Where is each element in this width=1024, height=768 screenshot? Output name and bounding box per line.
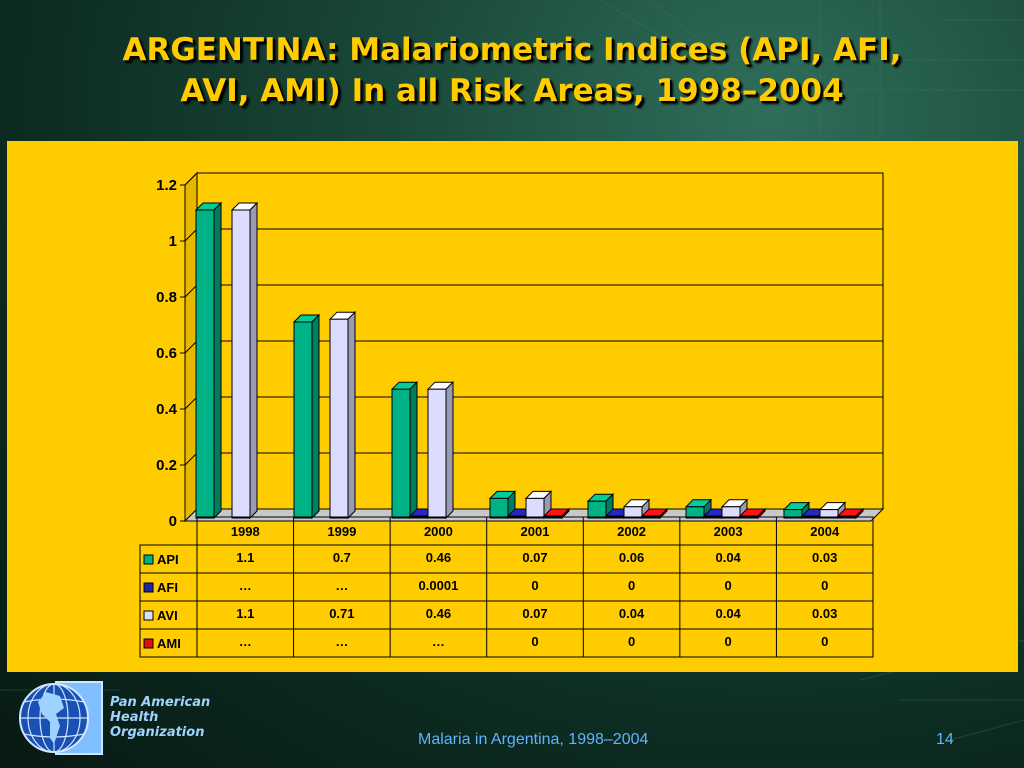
table-cell: …: [335, 634, 348, 649]
legend-label-api: API: [157, 552, 179, 567]
bar-front: [685, 506, 705, 519]
table-cell: 0: [628, 634, 635, 649]
gridline-side: [184, 452, 198, 466]
table-cell: 0.71: [329, 606, 354, 621]
bar-front: [489, 497, 509, 519]
page-number: 14: [936, 731, 954, 748]
table-cell: 0.07: [522, 606, 547, 621]
table-cell: …: [335, 578, 348, 593]
bar-front: [587, 500, 607, 519]
bar-front: [783, 509, 803, 519]
bar-front: [525, 497, 545, 519]
legend-label-afi: AFI: [157, 580, 178, 595]
footer-caption: Malaria in Argentina, 1998–2004: [418, 731, 649, 748]
table-cell: …: [239, 634, 252, 649]
legend-swatch-ami: [143, 638, 154, 649]
bar-api-1999: [292, 313, 321, 520]
organization-name: Pan American Health Organization: [110, 695, 210, 740]
x-category-label: 1999: [327, 524, 356, 539]
table-cell: 0.7: [333, 550, 351, 565]
legend-swatch-api: [143, 554, 154, 565]
table-cell: 0: [821, 634, 828, 649]
table-cell: 0.0001: [419, 578, 459, 593]
slide-title: ARGENTINA: Malariometric Indices (API, A…: [0, 30, 1024, 112]
gridline-side: [184, 396, 198, 410]
gridline-side: [184, 340, 198, 354]
x-category-label: 2004: [810, 524, 840, 539]
bar-front: [427, 388, 447, 519]
x-category-label: 2001: [521, 524, 550, 539]
legend-label-ami: AMI: [157, 636, 181, 651]
title-line-1: ARGENTINA: Malariometric Indices (API, A…: [122, 32, 902, 68]
table-cell: 1.1: [236, 550, 254, 565]
chart-panel: 0 0.2 0.4 0.6 0.8 1 1.2 1998 1999 2000 2001 2002 200…: [7, 141, 1018, 672]
bar-front: [721, 506, 741, 519]
table-cell: 0.06: [619, 550, 644, 565]
bar-side: [311, 313, 320, 520]
x-category-label: 2000: [424, 524, 453, 539]
x-category-label: 2003: [714, 524, 743, 539]
title-line-2: AVI, AMI) In all Risk Areas, 1998–2004: [180, 73, 844, 109]
org-line-2: Health: [110, 710, 159, 725]
bar-avi-2002: [622, 498, 651, 520]
y-tick-label: 0.4: [156, 401, 178, 418]
legend-swatch-avi: [143, 610, 154, 621]
bar-front: [231, 209, 251, 519]
y-tick-label: 0.8: [156, 289, 177, 306]
bar-api-2003: [684, 498, 713, 520]
bar-api-2000: [390, 380, 419, 520]
bar-avi-1999: [328, 310, 357, 520]
y-tick-label: 0: [169, 513, 177, 530]
gridline-side: [184, 284, 198, 298]
table-cell: 1.1: [236, 606, 254, 621]
bar-front: [819, 509, 839, 519]
org-line-1: Pan American: [110, 695, 211, 710]
bar-side: [249, 201, 258, 520]
table-cell: 0.04: [619, 606, 645, 621]
table-cell: 0: [628, 578, 635, 593]
y-tick-label: 1: [169, 233, 177, 250]
table-cell: 0: [531, 578, 538, 593]
table-cell: 0.03: [812, 550, 837, 565]
table-cell: 0.04: [715, 606, 741, 621]
legend-swatch-afi: [143, 582, 154, 593]
table-cell: 0.46: [426, 606, 451, 621]
table-cell: …: [239, 578, 252, 593]
bar-front: [195, 209, 215, 519]
table-cell: …: [432, 634, 445, 649]
y-tick-label: 1.2: [156, 177, 177, 194]
bar-avi-2001: [524, 490, 553, 520]
y-tick-label: 0.2: [156, 457, 177, 474]
bar-side: [213, 201, 222, 520]
bar-api-1998: [194, 201, 223, 520]
bar-avi-2003: [720, 498, 749, 520]
x-category-label: 2002: [617, 524, 646, 539]
gridline-side: [184, 172, 198, 186]
x-category-label: 1998: [231, 524, 260, 539]
table-cell: 0.07: [522, 550, 547, 565]
table-cell: 0.46: [426, 550, 451, 565]
paho-globe-logo: [19, 681, 103, 755]
bar-avi-1998: [230, 201, 259, 520]
legend-label-avi: AVI: [157, 608, 178, 623]
bar-side: [409, 380, 418, 520]
table-cell: 0.04: [715, 550, 741, 565]
bar-front: [293, 321, 313, 519]
table-cell: 0: [531, 634, 538, 649]
table-cell: 0: [821, 578, 828, 593]
bar-side: [445, 380, 454, 520]
bar-front: [329, 318, 349, 519]
bar-front: [391, 388, 411, 519]
bar-avi-2000: [426, 380, 455, 520]
y-tick-label: 0.6: [156, 345, 177, 362]
bar-api-2001: [488, 490, 517, 520]
org-line-3: Organization: [110, 725, 205, 740]
table-cell: 0: [725, 634, 732, 649]
table-cell: 0: [725, 578, 732, 593]
gridline-side: [184, 228, 198, 242]
table-cell: 0.03: [812, 606, 837, 621]
bar-front: [623, 506, 643, 519]
bar-chart: 0 0.2 0.4 0.6 0.8 1 1.2 1998 1999 2000 2001 2002 200…: [139, 171, 885, 658]
bar-side: [347, 310, 356, 520]
